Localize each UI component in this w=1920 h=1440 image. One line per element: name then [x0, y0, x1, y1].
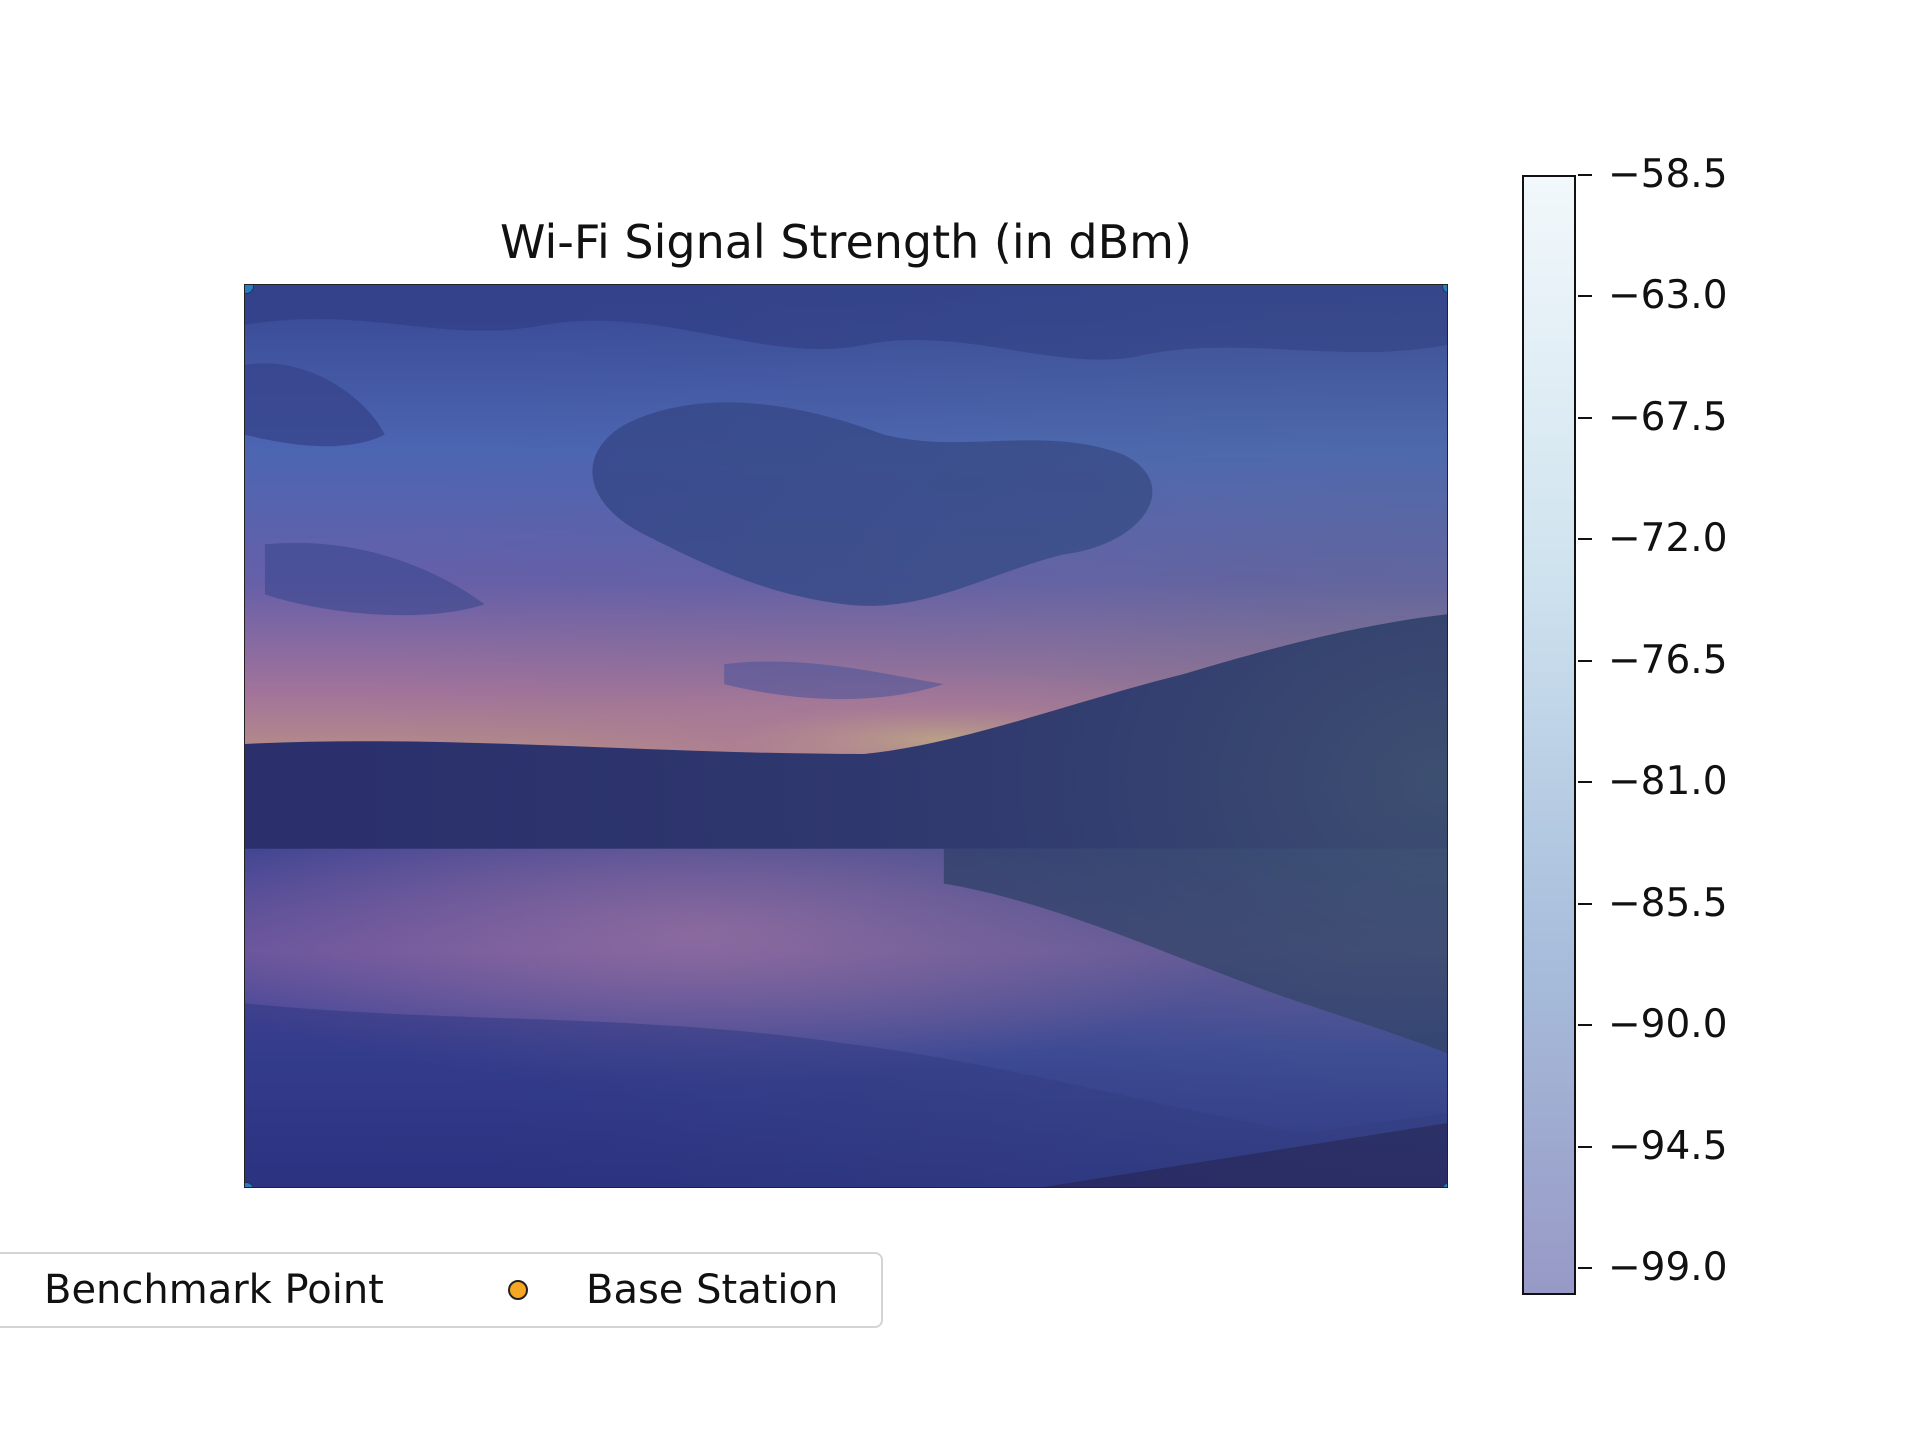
- colorbar-axis: −58.5 −63.0 −67.5 −72.0 −76.5 −81.0 −85.5 −90.0…: [1578, 153, 1798, 1295]
- colorbar-tick: [1578, 1024, 1592, 1027]
- colorbar-tick-label: −76.5: [1608, 637, 1728, 683]
- colorbar-tick: [1578, 781, 1592, 784]
- colorbar-tick-label: −99.0: [1608, 1245, 1728, 1290]
- colorbar-tick: [1578, 659, 1592, 662]
- colorbar-tick-label: −58.5: [1608, 152, 1728, 197]
- legend-entry-base-station: Base Station: [508, 1254, 838, 1326]
- colorbar-tick: [1578, 902, 1592, 905]
- colorbar-tick: [1578, 1267, 1592, 1269]
- colorbar-tick-label: −94.5: [1608, 1123, 1728, 1169]
- colorbar-tick-label: −72.0: [1608, 516, 1728, 562]
- chart-title: Wi-Fi Signal Strength (in dBm): [500, 215, 1192, 269]
- legend: Benchmark Point Base Station: [0, 1252, 883, 1328]
- colorbar-tick-label: −81.0: [1608, 759, 1728, 805]
- lake-sunset-photo: [245, 285, 1447, 1187]
- colorbar-tick-label: −85.5: [1608, 880, 1728, 926]
- colorbar-tick-label: −63.0: [1608, 273, 1728, 319]
- colorbar-tick: [1578, 416, 1592, 419]
- legend-label-base-station: Base Station: [586, 1267, 839, 1313]
- base-station-marker-icon: [508, 1280, 528, 1300]
- colorbar-tick-label: −90.0: [1608, 1002, 1728, 1048]
- colorbar-tick-label: −67.5: [1608, 394, 1728, 440]
- legend-entry-benchmark: Benchmark Point: [44, 1254, 384, 1326]
- colorbar-tick: [1578, 174, 1592, 176]
- legend-label-benchmark: Benchmark Point: [44, 1267, 384, 1313]
- colorbar-tick: [1578, 538, 1592, 541]
- colorbar-tick: [1578, 295, 1592, 298]
- colorbar-tick: [1578, 1145, 1592, 1148]
- plot-area: [244, 284, 1448, 1188]
- colorbar: [1522, 175, 1576, 1295]
